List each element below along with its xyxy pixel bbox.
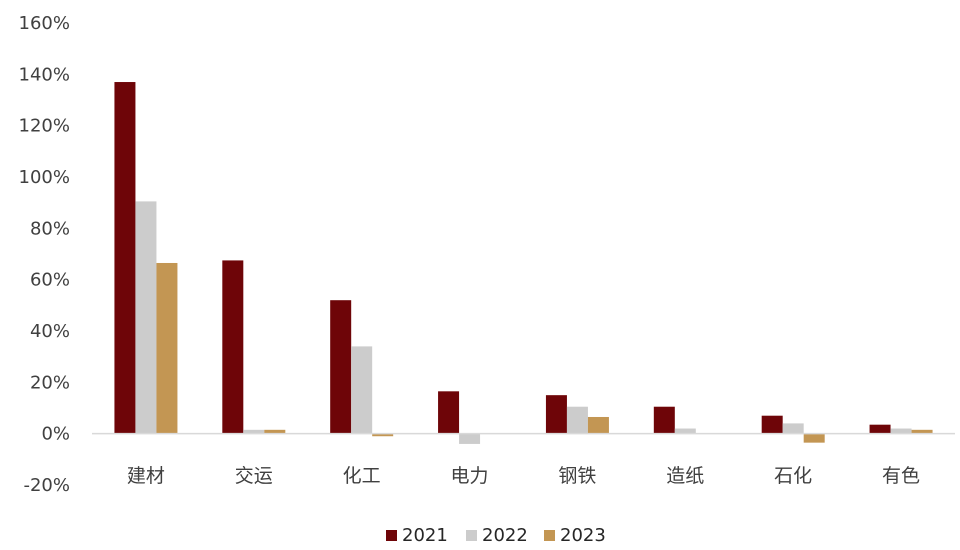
legend-label-2021: 2021 bbox=[402, 525, 448, 546]
y-tick-label: 80% bbox=[30, 218, 70, 239]
y-tick-label: 140% bbox=[19, 64, 70, 85]
bar-2022-5 bbox=[674, 428, 696, 434]
bar-2021-0 bbox=[114, 82, 136, 434]
bars bbox=[114, 82, 933, 444]
bar-2022-0 bbox=[135, 201, 157, 434]
y-tick-label: 20% bbox=[30, 372, 70, 393]
bar-2022-7 bbox=[890, 428, 912, 434]
x-category-label: 造纸 bbox=[666, 465, 704, 487]
legend-swatch-2021 bbox=[386, 530, 397, 541]
bar-2023-1 bbox=[264, 429, 286, 434]
bar-2023-7 bbox=[911, 429, 933, 434]
bar-2022-6 bbox=[782, 423, 804, 434]
x-category-label: 电力 bbox=[451, 465, 489, 487]
legend-swatch-2022 bbox=[466, 530, 477, 541]
y-tick-label: 100% bbox=[19, 167, 70, 188]
x-category-label: 钢铁 bbox=[558, 465, 596, 487]
y-tick-label: 40% bbox=[30, 321, 70, 342]
bar-2023-6 bbox=[803, 433, 825, 443]
bar-2021-6 bbox=[761, 415, 783, 434]
legend-swatch-2023 bbox=[544, 530, 555, 541]
legend-label-2023: 2023 bbox=[560, 525, 606, 546]
bar-2022-4 bbox=[566, 406, 588, 434]
legend-label-2022: 2022 bbox=[482, 525, 528, 546]
x-category-label: 有色 bbox=[882, 465, 920, 487]
x-category-label: 化工 bbox=[343, 465, 381, 487]
bar-2021-1 bbox=[222, 260, 244, 434]
x-axis: 建材 交运 化工 电力 钢铁 造纸 石化 有色 bbox=[127, 465, 920, 487]
x-category-label: 石化 bbox=[774, 465, 812, 487]
bar-2021-4 bbox=[545, 395, 567, 434]
bar-2021-5 bbox=[653, 406, 675, 434]
bar-2023-0 bbox=[156, 262, 178, 434]
legend: 2021 2022 2023 bbox=[386, 525, 606, 546]
bar-2023-4 bbox=[587, 416, 609, 434]
bar-2021-3 bbox=[438, 391, 460, 434]
bar-2023-2 bbox=[372, 433, 394, 437]
x-category-label: 交运 bbox=[235, 465, 273, 487]
bar-2022-3 bbox=[459, 433, 481, 444]
bar-2022-1 bbox=[243, 429, 265, 434]
y-tick-label: 160% bbox=[19, 13, 70, 34]
y-tick-label: -20% bbox=[23, 475, 70, 496]
x-category-label: 建材 bbox=[127, 465, 165, 487]
y-tick-label: 0% bbox=[41, 424, 70, 445]
bar-2022-2 bbox=[351, 346, 373, 434]
bar-2021-2 bbox=[330, 300, 352, 434]
y-tick-label: 120% bbox=[19, 116, 70, 137]
y-tick-label: 60% bbox=[30, 270, 70, 291]
bar-2021-7 bbox=[869, 424, 891, 434]
y-axis: -20% 0% 20% 40% 60% 80% 100% 120% 140% 160% bbox=[19, 13, 70, 496]
